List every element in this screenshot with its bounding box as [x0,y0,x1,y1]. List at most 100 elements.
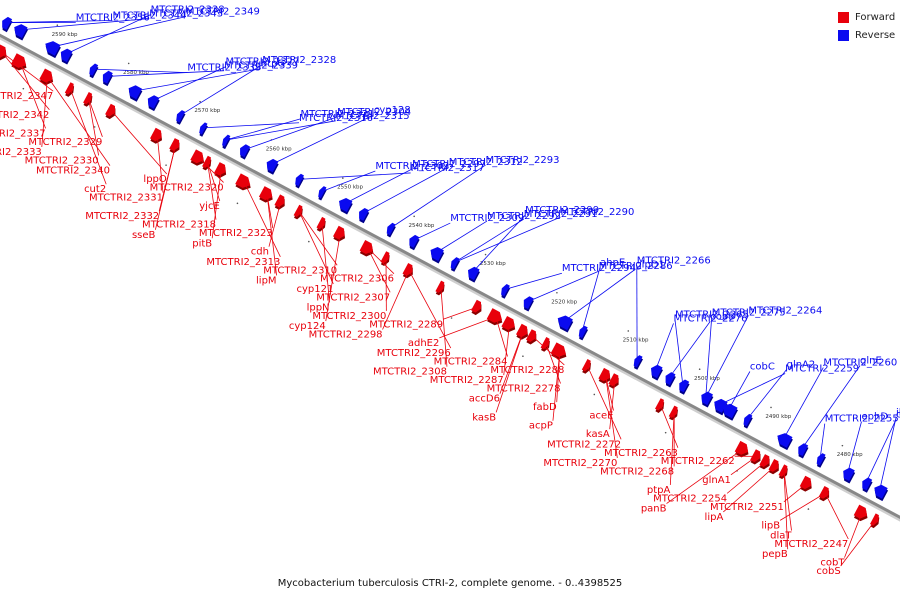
kbp-tick-label: 2590 kbp [52,32,78,38]
forward-gene-label: MTCTRI2_2329 [28,137,102,148]
kbp-tick-label: 2570 kbp [194,108,220,114]
forward-gene-label: MTCTRI2_2247 [774,539,848,550]
tick-dot [627,330,629,332]
forward-gene-label: MTCTRI2_2306 [320,274,394,285]
forward-gene-label: accD6 [469,394,500,405]
tick-dot [522,355,524,357]
forward-gene-label: MTCTRI2_2320 [150,182,224,193]
forward-gene-label: MTCTRI2_2330 [25,155,99,166]
forward-gene-label: kasB [472,412,496,423]
kbp-tick-label: 2520 kbp [551,299,577,305]
forward-gene-label: aceE [589,411,613,422]
forward-gene-label: MTCTRI2_2268 [600,466,674,477]
tick-dot [665,432,667,434]
reverse-leader-line [669,321,710,377]
reverse-leader-line [747,370,787,420]
reverse-gene-label: MTCTRI2_2328 [262,55,336,66]
kbp-tick-label: 2550 kbp [337,185,363,191]
reverse-leader-line [880,418,896,491]
reverse-leader-line [706,317,712,397]
forward-gene-label: adhE2 [408,338,440,349]
reverse-leader-line [504,273,561,289]
forward-gene-label: glnA1 [702,475,731,486]
tick-dot [128,63,130,65]
forward-gene-label: cobS [816,566,840,577]
reverse-leader-line [802,366,860,449]
reverse-gene-label: MTCTRI2_2266 [637,255,711,266]
reverse-gene-label: glnA2 [787,360,816,371]
forward-gene-label: MTCTRI2_2323 [199,228,273,239]
reverse-gene-label: glnE [860,356,882,367]
reverse-leader-line [225,119,300,140]
forward-leader-line [784,483,807,501]
forward-gene-label: MTCTRI2_2331 [89,193,163,204]
tick-dot [342,177,344,179]
legend-label-reverse: Reverse [855,30,895,41]
tick-dot [413,216,415,218]
tick-dot [593,394,595,396]
reverse-gene [777,433,792,448]
reverse-leader-line [363,167,449,214]
reverse-leader-line [454,219,524,263]
kbp-tick-label: 2490 kbp [765,414,791,420]
forward-gene-label: MTCTRI2_2340 [36,166,110,177]
forward-gene-label: cdh [251,247,269,258]
legend-item-reverse: Reverse [838,26,898,44]
forward-gene-label: MTCTRI2_2251 [710,502,784,513]
forward-gene-label: pitB [192,238,212,249]
reverse-gene [45,41,60,56]
reverse-leader-line [655,323,673,370]
reverse-leader-line [784,368,824,439]
reverse-gene-label: ilvE [896,408,900,419]
tick-dot [808,508,810,510]
forward-gene-label: panB [641,504,667,515]
tick-dot [842,445,844,447]
forward-gene-label: lipA [705,512,724,523]
reverse-gene [722,404,737,419]
reverse-gene-label: cyp128 [374,105,411,116]
map-caption: Mycobacterium tuberculosis CTRI-2, compl… [0,578,900,589]
forward-gene-label: MTCTRI2_2288 [490,365,564,376]
tick-dot [57,24,59,26]
forward-gene-label: lipM [256,275,277,286]
tick-dot [308,241,310,243]
reverse-leader-line [848,422,862,474]
forward-leader-line [368,248,394,274]
reverse-gene-label: cobC [750,362,775,373]
legend-item-forward: Forward [838,8,898,26]
kbp-tick-label: 2530 kbp [480,261,506,267]
reverse-leader-line [527,271,598,302]
forward-gene-label: sseB [132,230,156,241]
reverse-swatch [838,30,849,41]
forward-leader-line [89,99,103,137]
forward-gene-label: pepB [762,549,788,560]
reverse-gene-label: MTCTRI2_2293 [486,155,560,166]
forward-gene-label: kasA [586,429,610,440]
kbp-tick-label: 2560 kbp [266,146,292,152]
reverse-gene-label: ahpE [600,257,625,268]
reverse-leader-line [719,373,785,404]
reverse-gene-label: MTCTRI2_2338 [151,5,225,16]
kbp-tick-label: 2540 kbp [409,223,435,229]
forward-leader-line [825,493,848,539]
forward-gene-label: MTCTRI2_2289 [369,319,443,330]
forward-leader-line [780,493,825,520]
forward-gene-label: MTCTRI2_2307 [316,292,390,303]
forward-swatch [838,12,849,23]
reverse-gene [558,316,573,331]
tick-dot [237,203,239,205]
tick-dot [485,254,487,256]
kbp-tick-label: 2480 kbp [837,452,863,458]
tick-dot [23,88,25,90]
tick-dot [699,368,701,370]
tick-dot [165,164,167,166]
genome-backbone [0,30,900,520]
forward-gene-label: fabD [533,402,557,413]
reverse-leader-line [564,269,635,321]
forward-leader-line [299,211,337,265]
forward-gene-label: lipB [761,520,780,531]
reverse-gene-label: ephD [861,412,888,423]
reverse-leader-line [675,319,683,385]
legend-label-forward: Forward [855,12,895,23]
